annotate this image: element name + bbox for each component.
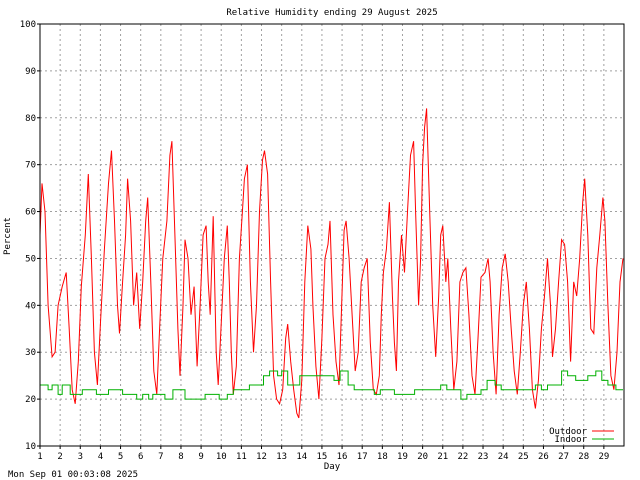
series-line-indoor (40, 370, 623, 400)
x-tick-label: 7 (158, 452, 163, 462)
x-tick-label: 2 (57, 452, 62, 462)
x-tick-label: 27 (558, 452, 569, 462)
legend-label-indoor: Indoor (554, 435, 587, 445)
x-tick-label: 24 (498, 452, 509, 462)
x-tick-label: 26 (538, 452, 549, 462)
x-tick-label: 9 (198, 452, 203, 462)
x-tick-label: 10 (216, 452, 227, 462)
x-tick-label: 22 (457, 452, 468, 462)
x-tick-label: 29 (598, 452, 609, 462)
axis-layer: 1 2 3 4 5 6 7 8 9 10 11 12 13 14 15 16 17 18 19 20 21 22 23 24 2… (20, 20, 625, 462)
x-tick-label: 6 (138, 452, 143, 462)
x-tick-label: 12 (256, 452, 267, 462)
y-tick-label: 90 (25, 67, 36, 77)
y-tick-label: 20 (25, 395, 36, 405)
chart-title: Relative Humidity ending 29 August 2025 (226, 8, 437, 18)
x-tick-label: 13 (276, 452, 287, 462)
y-tick-label: 70 (25, 161, 36, 171)
x-tick-label: 16 (337, 452, 348, 462)
footer-timestamp: Mon Sep 01 00:03:08 2025 (8, 470, 138, 480)
x-axis-label: Day (324, 462, 341, 472)
y-tick-label: 60 (25, 208, 36, 218)
x-tick-label: 21 (437, 452, 448, 462)
x-tick-label: 28 (578, 452, 589, 462)
plot-frame (39, 23, 625, 447)
x-tick-label: 11 (236, 452, 247, 462)
x-tick-label: 1 (37, 452, 42, 462)
x-tick-label: 4 (98, 452, 103, 462)
x-tick-label: 23 (478, 452, 489, 462)
y-tick-label: 100 (20, 20, 36, 30)
x-tick-label: 5 (118, 452, 123, 462)
y-tick-label: 80 (25, 114, 36, 124)
x-tick-label: 18 (377, 452, 388, 462)
x-tick-label: 8 (178, 452, 183, 462)
x-tick-label: 15 (317, 452, 328, 462)
y-tick-label: 10 (25, 442, 36, 452)
series-line-outdoor (39, 108, 624, 419)
x-tick-label: 25 (518, 452, 529, 462)
legend-label-outdoor: Outdoor (549, 427, 588, 437)
x-tick-label: 14 (296, 452, 307, 462)
y-tick-label: 50 (25, 254, 36, 264)
x-tick-label: 19 (397, 452, 408, 462)
x-tick-label: 17 (357, 452, 368, 462)
x-tick-label: 3 (78, 452, 83, 462)
y-tick-label: 40 (25, 301, 36, 311)
x-tick-label: 20 (417, 452, 428, 462)
series-layer (39, 108, 624, 419)
y-axis-label: Percent (3, 217, 13, 255)
y-tick-label: 30 (25, 348, 36, 358)
